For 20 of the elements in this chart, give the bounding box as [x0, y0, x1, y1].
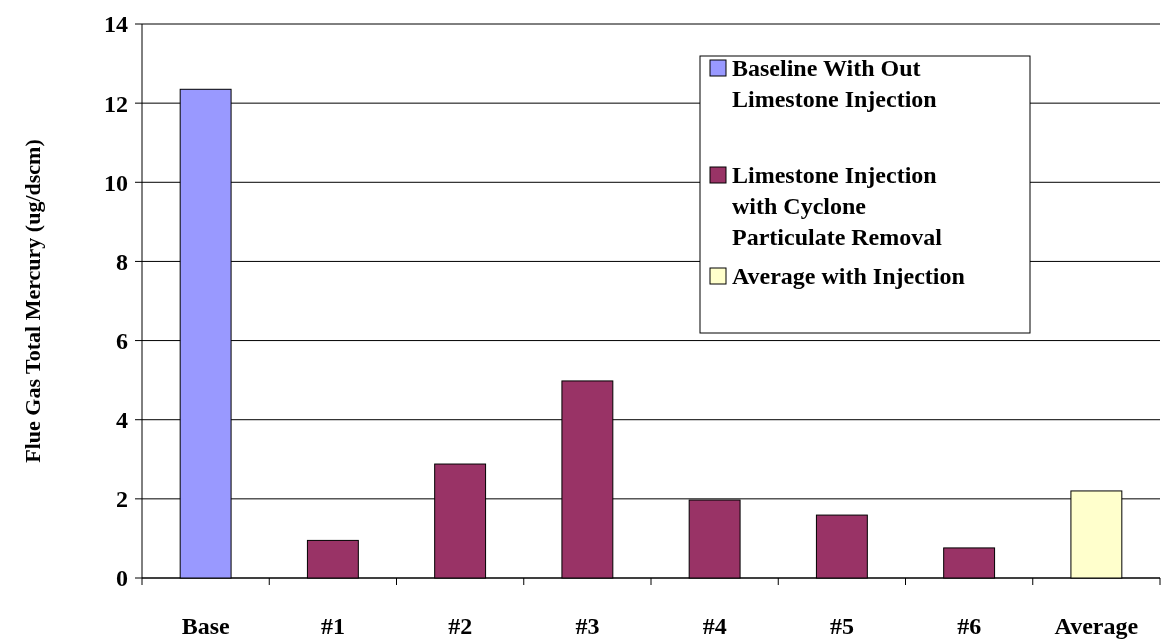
- y-tick-label: 8: [116, 248, 128, 275]
- x-tick-label: Base: [181, 613, 230, 639]
- y-tick-label: 0: [116, 565, 128, 592]
- y-tick-label: 4: [116, 407, 128, 434]
- y-tick-label: 12: [104, 90, 128, 117]
- x-tick-label: #5: [829, 613, 854, 639]
- x-tick-label: #3: [575, 613, 600, 639]
- x-tick-label: #6: [957, 613, 982, 639]
- y-tick-label: 10: [104, 169, 128, 196]
- legend-label: Baseline With Out Limestone Injection: [732, 55, 937, 112]
- y-tick-label: 14: [104, 11, 128, 38]
- y-tick-label: 6: [116, 327, 128, 354]
- x-tick-label: #2: [448, 613, 473, 639]
- y-axis-title: Flue Gas Total Mercury (ug/dscm): [20, 139, 45, 463]
- x-tick-label: #1: [320, 613, 345, 639]
- legend-label: Average with Injection: [732, 263, 965, 289]
- x-tick-label: #4: [702, 613, 727, 639]
- x-tick-label: Average: [1054, 613, 1139, 639]
- y-tick-label: 2: [116, 486, 128, 513]
- legend-label: Limestone Injection with Cyclone Particulate Removal: [732, 162, 943, 250]
